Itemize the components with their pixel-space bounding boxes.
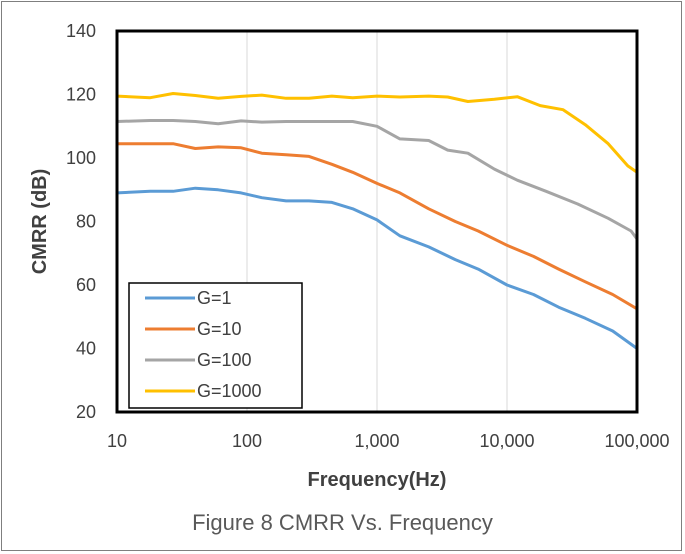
- legend-box: [128, 282, 303, 409]
- series-line-g-10: [117, 142, 638, 311]
- series-line-g-1: [116, 186, 638, 350]
- plot-border: [115, 29, 639, 414]
- x-tick-label: 10: [107, 431, 127, 451]
- y-tick-label: 120: [66, 85, 96, 105]
- y-tick-label: 40: [76, 339, 96, 359]
- legend-label: G=1: [197, 288, 232, 308]
- legend-label: G=100: [197, 350, 252, 370]
- x-tick-label: 10,000: [479, 431, 534, 451]
- x-tick-label: 100: [232, 431, 262, 451]
- y-axis-title: CMRR (dB): [29, 169, 51, 275]
- x-tick-labels: 10 100 1,000 10,000 100,000: [107, 431, 670, 451]
- figure-caption: Figure 8 CMRR Vs. Frequency: [192, 510, 493, 535]
- y-tick-label: 60: [76, 275, 96, 295]
- y-tick-label: 20: [76, 402, 96, 422]
- y-tick-labels: 20 40 60 80 100 120 140: [66, 21, 96, 422]
- legend: G=1 G=10 G=100 G=1000: [128, 282, 303, 409]
- series-line-g-100: [116, 119, 639, 240]
- x-tick-label: 1,000: [354, 431, 399, 451]
- x-tick-label: 100,000: [604, 431, 669, 451]
- series-lines: [116, 92, 639, 350]
- series-line-g-1000: [116, 92, 638, 174]
- legend-label: G=1000: [197, 381, 262, 401]
- y-tick-label: 80: [76, 212, 96, 232]
- x-axis-title: Frequency(Hz): [308, 469, 447, 491]
- y-tick-label: 140: [66, 21, 96, 41]
- legend-label: G=10: [197, 319, 242, 339]
- y-tick-label: 100: [66, 148, 96, 168]
